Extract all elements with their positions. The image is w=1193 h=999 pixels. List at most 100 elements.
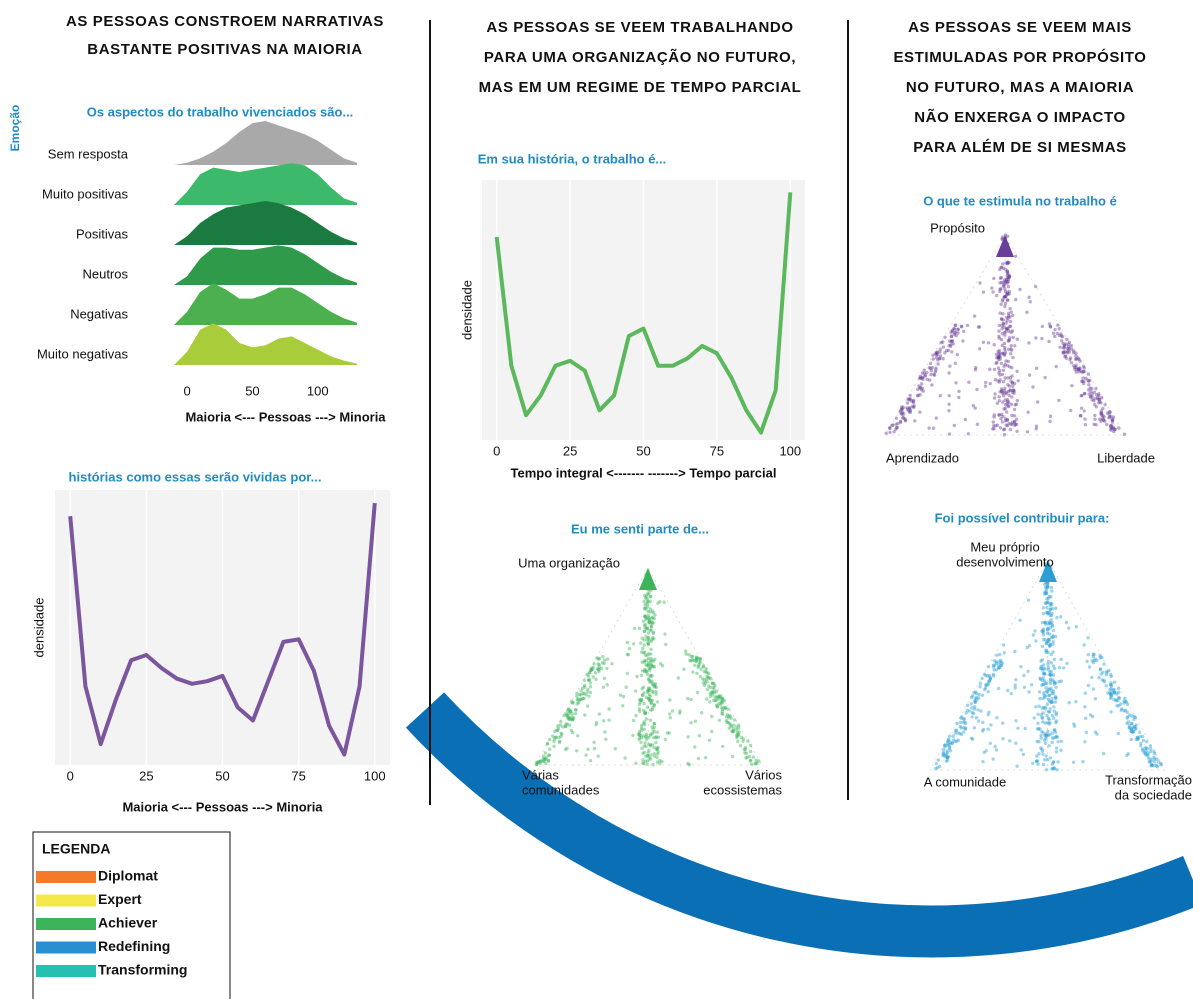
scatter-dot <box>720 700 723 703</box>
scatter-dot <box>1006 327 1009 330</box>
chart-title: Foi possível contribuir para: <box>935 510 1110 525</box>
scatter-dot <box>948 394 951 397</box>
scatter-dot <box>1036 740 1039 743</box>
scatter-dot <box>1102 415 1105 418</box>
scatter-dot <box>697 665 700 668</box>
scatter-dot <box>1046 758 1049 761</box>
scatter-dot <box>743 751 746 754</box>
scatter-dot <box>698 734 701 737</box>
ridge-area <box>174 163 357 205</box>
scatter-dot <box>671 709 674 712</box>
scatter-dot <box>1041 658 1044 661</box>
scatter-dot <box>628 647 631 650</box>
scatter-dot <box>930 383 933 386</box>
scatter-dot <box>627 653 630 656</box>
scatter-dot <box>954 324 957 327</box>
scatter-dot <box>1055 365 1058 368</box>
scatter-dot <box>978 685 981 688</box>
scatter-dot <box>1068 701 1071 704</box>
scatter-dot <box>1049 325 1052 328</box>
scatter-dot <box>1055 711 1058 714</box>
scatter-dot <box>1084 717 1087 720</box>
scatter-dot <box>718 719 721 722</box>
scatter-dot <box>570 729 573 732</box>
scatter-dot <box>1009 389 1012 392</box>
scatter-dot <box>990 286 993 289</box>
scatter-dot <box>1006 298 1009 301</box>
scatter-dot <box>641 637 644 640</box>
scatter-dot <box>912 400 915 403</box>
vertex-label: Propósito <box>930 220 985 235</box>
scatter-dot <box>978 347 981 350</box>
scatter-dot <box>1006 270 1009 273</box>
scatter-dot <box>1007 360 1010 363</box>
scatter-dot <box>967 432 970 435</box>
scatter-dot <box>1011 356 1014 359</box>
chart-title: Eu me senti parte de... <box>571 521 709 536</box>
scatter-dot <box>1009 352 1012 355</box>
scatter-dot <box>753 762 756 765</box>
scatter-dot <box>582 697 585 700</box>
ridge-area <box>174 283 357 325</box>
scatter-dot <box>1009 428 1012 431</box>
scatter-dot <box>1083 740 1086 743</box>
vertex-label: desenvolvimento <box>956 554 1054 569</box>
scatter-dot <box>1026 411 1029 414</box>
scatter-dot <box>948 432 951 435</box>
scatter-dot <box>1051 714 1054 717</box>
scatter-dot <box>548 738 551 741</box>
scatter-dot <box>593 747 596 750</box>
scatter-dot <box>1036 763 1039 766</box>
scatter-dot <box>992 757 995 760</box>
scatter-dot <box>1134 727 1137 730</box>
scatter-dot <box>1083 417 1086 420</box>
scatter-dot <box>945 760 948 763</box>
scatter-dot <box>1014 255 1017 258</box>
scatter-dot <box>1040 730 1043 733</box>
scatter-dot <box>970 706 973 709</box>
scatter-dot <box>954 331 957 334</box>
scatter-dot <box>935 762 938 765</box>
scatter-dot <box>1142 739 1145 742</box>
scatter-dot <box>668 731 671 734</box>
scatter-dot <box>981 694 984 697</box>
scatter-dot <box>939 394 942 397</box>
scatter-dot <box>1050 612 1053 615</box>
scatter-dot <box>1123 697 1126 700</box>
scatter-dot <box>899 408 902 411</box>
scatter-dot <box>709 686 712 689</box>
scatter-dot <box>577 701 580 704</box>
scatter-dot <box>1005 410 1008 413</box>
scatter-dot <box>644 603 647 606</box>
vertex-label: Meu próprio <box>970 539 1039 554</box>
scatter-dot <box>993 396 996 399</box>
scatter-dot <box>644 710 647 713</box>
scatter-dot <box>648 595 651 598</box>
scatter-dot <box>1048 707 1051 710</box>
scatter-dot <box>989 742 992 745</box>
scatter-dot <box>947 755 950 758</box>
scatter-dot <box>1105 423 1108 426</box>
x-tick-label: 75 <box>710 443 724 458</box>
scatter-dot <box>1066 351 1069 354</box>
scatter-dot <box>1047 660 1050 663</box>
scatter-dot <box>735 736 738 739</box>
chart-title: Em sua história, o trabalho é... <box>478 151 667 166</box>
scatter-dot <box>1036 722 1039 725</box>
scatter-dot <box>977 325 980 328</box>
scatter-dot <box>1013 414 1016 417</box>
scatter-dot <box>1087 372 1090 375</box>
scatter-dot <box>1089 395 1092 398</box>
scatter-dot <box>1135 723 1138 726</box>
scatter-dot <box>1138 731 1141 734</box>
scatter-dot <box>706 688 709 691</box>
scatter-dot <box>654 741 657 744</box>
scatter-dot <box>998 653 1001 656</box>
scatter-dot <box>736 731 739 734</box>
scatter-dot <box>1046 638 1049 641</box>
scatter-dot <box>964 722 967 725</box>
scatter-dot <box>579 693 582 696</box>
scatter-dot <box>991 290 994 293</box>
scatter-dot <box>560 733 563 736</box>
scatter-dot <box>603 658 606 661</box>
